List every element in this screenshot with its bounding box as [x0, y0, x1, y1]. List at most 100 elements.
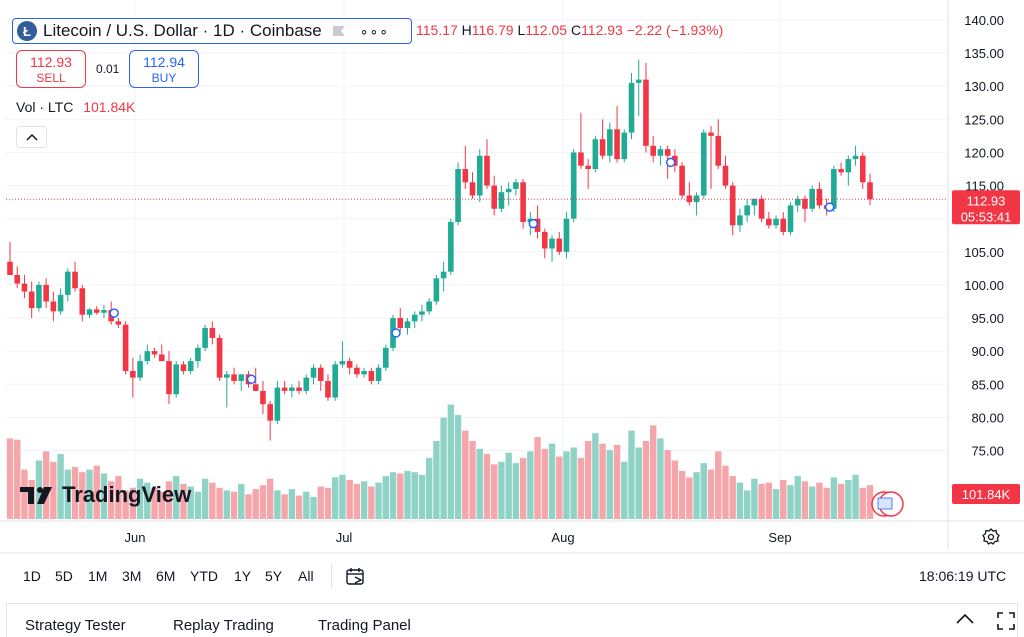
volume-bar: [556, 456, 563, 519]
candle-body: [404, 321, 411, 328]
event-marker-icon[interactable]: [665, 157, 676, 168]
candle-body: [7, 261, 13, 275]
range-5y[interactable]: 5Y: [265, 568, 283, 584]
chart-settings-gear-icon[interactable]: [982, 528, 1000, 546]
range-1d[interactable]: 1D: [23, 568, 41, 584]
candle-body: [115, 321, 122, 325]
candle-body: [361, 371, 367, 375]
candle-body: [231, 374, 237, 381]
price-chart[interactable]: 140.00135.00130.00125.00120.00115.00110.…: [0, 0, 1024, 560]
volume-bar: [180, 483, 187, 519]
volume-bar: [772, 489, 780, 519]
volume-bar: [483, 454, 491, 519]
volume-value: 101.84K: [83, 99, 136, 115]
close-value: 112.93: [581, 22, 623, 38]
volume-bar: [736, 482, 744, 519]
candle-body: [303, 377, 310, 391]
close-label: C: [570, 22, 582, 38]
high-label: H: [461, 22, 472, 38]
candle-body: [708, 132, 714, 136]
volume-bar: [339, 474, 346, 519]
range-ytd[interactable]: YTD: [190, 568, 218, 584]
candle-body: [643, 79, 649, 146]
symbol-header[interactable]: Ł Litecoin / U.S. Dollar · 1D · Coinbase…: [12, 18, 412, 44]
volume-bar: [259, 485, 267, 519]
candle-body: [513, 182, 519, 189]
volume-bar: [758, 483, 765, 519]
candle-body: [852, 155, 859, 160]
range-6m[interactable]: 6M: [156, 568, 176, 584]
event-marker-icon[interactable]: [391, 328, 401, 338]
candle-body: [578, 152, 584, 166]
volume-bar: [462, 430, 469, 519]
volume-bar: [498, 461, 505, 519]
x-tick-label: Aug: [551, 530, 574, 545]
candle-body: [260, 390, 266, 405]
range-5d[interactable]: 5D: [55, 568, 73, 584]
price-countdown-label: 05:53:41: [961, 209, 1012, 224]
calendar-goto-icon[interactable]: [344, 565, 366, 587]
tab-replay-trading[interactable]: Replay Trading: [173, 617, 274, 634]
candle-body: [766, 218, 772, 226]
volume-bar: [649, 425, 657, 519]
y-tick-label: 135.00: [964, 46, 1004, 61]
tradingview-logo[interactable]: TradingView: [20, 482, 191, 508]
volume-bar: [534, 437, 541, 519]
event-marker-icon[interactable]: [528, 218, 539, 229]
volume-bar: [519, 457, 527, 519]
volume-bar: [678, 470, 686, 519]
open-value: 115.17: [416, 22, 458, 38]
candle-body: [787, 205, 794, 232]
volume-bar: [223, 490, 231, 519]
maximize-icon[interactable]: [997, 612, 1015, 630]
event-marker-icon[interactable]: [109, 308, 119, 318]
range-1m[interactable]: 1M: [88, 568, 108, 584]
volume-bar: [136, 478, 144, 519]
volume-bar: [303, 491, 310, 519]
buy-button[interactable]: 112.94 BUY: [129, 50, 199, 88]
tab-trading-panel[interactable]: Trading Panel: [318, 617, 411, 634]
volume-bar: [295, 495, 303, 519]
candle-body: [151, 351, 158, 355]
range-all[interactable]: All: [298, 568, 314, 584]
volume-bar: [71, 467, 79, 519]
volume-bar: [158, 491, 165, 519]
candle-body: [686, 195, 693, 203]
volume-bar: [830, 477, 838, 519]
volume-bar: [187, 486, 194, 519]
candle-body: [729, 185, 736, 226]
toolbar-divider: [331, 564, 332, 588]
volume-bar: [57, 454, 64, 519]
candle-body: [838, 169, 844, 173]
candle-body: [491, 185, 498, 209]
flag-icon[interactable]: [332, 25, 346, 37]
x-tick-label: Jun: [125, 530, 146, 545]
candle-body: [484, 155, 490, 186]
volume-bar: [621, 461, 628, 519]
sell-button[interactable]: 112.93 SELL: [16, 50, 86, 88]
volume-bar: [209, 482, 216, 519]
volume-bar: [411, 472, 418, 519]
volume-bar: [642, 441, 650, 519]
y-tick-label: 75.00: [971, 444, 1004, 459]
range-1y[interactable]: 1Y: [234, 568, 252, 584]
candle-body: [195, 347, 201, 362]
candle-body: [556, 238, 563, 252]
utc-clock[interactable]: 18:06:19 UTC: [919, 568, 1007, 584]
candle-body: [375, 367, 382, 381]
candle-body: [346, 361, 353, 368]
range-3m[interactable]: 3M: [122, 568, 142, 584]
volume-bar: [859, 487, 866, 519]
chevron-up-icon[interactable]: [955, 612, 975, 626]
volume-bar: [93, 465, 100, 519]
candle-body: [426, 301, 432, 312]
event-marker-icon[interactable]: [246, 374, 257, 385]
volume-bar: [743, 490, 751, 519]
event-marker-icon[interactable]: [824, 202, 835, 212]
candle-body: [339, 361, 346, 365]
collapse-legend-button[interactable]: [16, 126, 47, 148]
more-options-icon[interactable]: ∘∘∘: [359, 22, 390, 39]
tab-strategy-tester[interactable]: Strategy Tester: [25, 617, 126, 634]
candle-body: [187, 361, 194, 372]
volume-bar: [353, 483, 361, 519]
